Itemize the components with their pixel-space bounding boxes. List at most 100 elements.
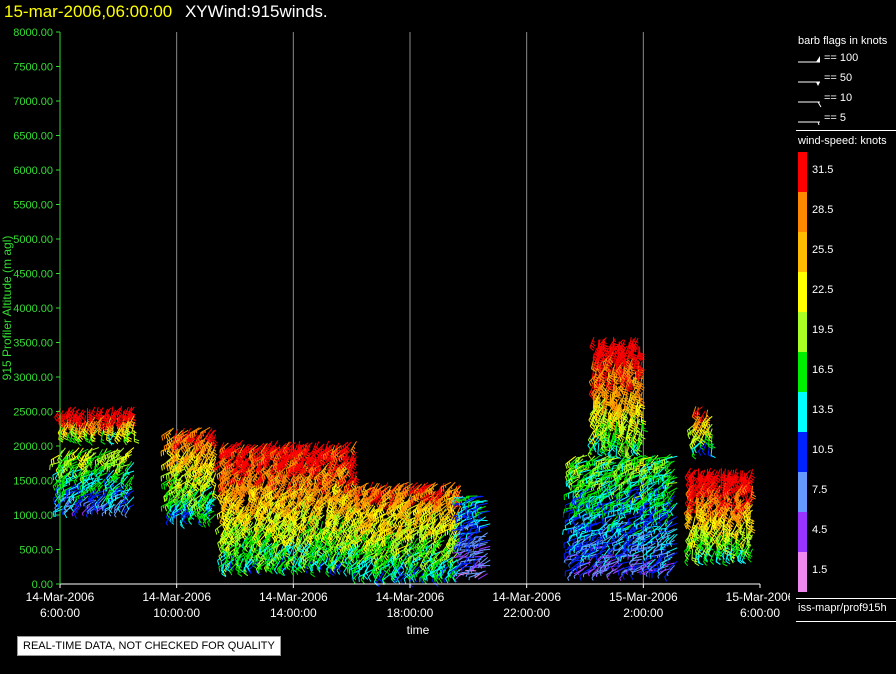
wind-barb-staff <box>189 427 200 434</box>
wind-barb-feather <box>79 497 82 503</box>
wind-barb-feather <box>163 434 166 440</box>
wind-barb-feather <box>72 453 76 459</box>
wind-barb-feather <box>107 412 111 418</box>
wind-barb-feather <box>106 417 112 421</box>
wind-barb-feather <box>108 503 111 509</box>
wind-barb-feather <box>65 416 69 421</box>
wind-barb-feather <box>114 439 119 444</box>
wind-barb-staff <box>61 471 70 481</box>
wind-barb-feather <box>57 504 61 510</box>
wind-barb-staff <box>80 466 89 475</box>
wind-barb-staff <box>88 447 100 452</box>
wind-barb-feather <box>186 471 189 477</box>
wind-barb-feather <box>116 415 121 421</box>
wind-barb-feather <box>86 487 88 493</box>
wind-barb-staff <box>116 405 123 417</box>
wind-barb-feather <box>334 542 337 546</box>
wind-barb-staff <box>57 492 66 502</box>
wind-barb-feather <box>121 428 125 432</box>
wind-barb-feather <box>105 414 110 420</box>
wind-barb-feather <box>222 516 225 522</box>
wind-barb-staff <box>107 463 119 468</box>
title-date: 15-mar-2006,06:00:00 <box>4 2 173 21</box>
wind-barb-feather <box>66 438 72 443</box>
wind-barb-feather <box>55 489 58 495</box>
wind-barb-feather <box>100 469 103 475</box>
wind-barb-feather <box>304 540 307 546</box>
wind-barb-staff <box>127 406 135 417</box>
wind-barb-feather <box>170 498 173 502</box>
wind-barb-feather <box>170 481 173 487</box>
wind-barb-staff <box>73 472 82 482</box>
wind-barb-feather <box>335 531 338 535</box>
wind-barb-feather <box>99 485 102 489</box>
wind-barb-feather <box>170 472 173 478</box>
wind-barb-feather <box>117 431 122 437</box>
wind-barb-feather <box>124 431 128 437</box>
wind-barb-feather <box>123 416 129 422</box>
wind-barb-feather <box>178 510 181 516</box>
wind-barb-feather <box>100 441 106 445</box>
wind-barb-feather <box>174 451 177 458</box>
wind-barb-feather <box>190 455 194 461</box>
wind-barb-feather <box>182 490 186 493</box>
wind-barb-staff <box>73 499 80 510</box>
wind-barb-feather <box>52 498 56 504</box>
wind-barb-staff <box>123 492 131 502</box>
wind-barb-feather <box>304 559 307 563</box>
wind-barb-feather <box>90 437 94 443</box>
wind-barb-feather <box>101 438 105 442</box>
wind-barb-feather <box>213 439 218 444</box>
wind-barb-feather <box>130 414 136 418</box>
wind-barb-feather <box>165 494 168 500</box>
wind-barb-feather <box>198 507 201 511</box>
wind-barb-staff <box>113 489 125 494</box>
wind-barb-feather <box>97 425 103 430</box>
wind-barb-feather <box>228 488 231 492</box>
wind-barb-feather <box>166 441 169 447</box>
wind-barb-feather <box>329 446 333 450</box>
wind-barb-staff <box>97 492 106 502</box>
wind-barb-feather <box>71 513 74 517</box>
wind-barb-feather <box>247 521 251 527</box>
wind-barb-feather <box>181 492 186 497</box>
wind-barb-staff <box>178 429 189 437</box>
wind-barb-feather <box>79 479 84 484</box>
wind-barb-feather <box>184 443 188 449</box>
wind-barb-feather <box>166 465 169 472</box>
wind-barb-feather <box>267 462 271 468</box>
wind-barb-feather <box>129 482 133 486</box>
wind-barb-staff <box>113 505 121 516</box>
wind-barb-feather <box>164 506 168 512</box>
wind-barb-feather <box>214 529 218 535</box>
wind-barb-feather <box>310 573 315 578</box>
wind-barb-feather <box>190 437 194 442</box>
wind-barb-feather <box>93 487 96 491</box>
wind-barb-feather <box>166 504 169 508</box>
wind-barb-feather <box>62 470 65 474</box>
wind-barb-feather <box>96 511 99 515</box>
wind-barb-feather <box>88 457 92 463</box>
wind-barb-feather <box>202 515 205 521</box>
wind-barb-feather <box>186 505 191 511</box>
wind-barb-feather <box>86 511 89 515</box>
wind-barb-feather <box>67 474 72 480</box>
wind-barb-feather <box>166 492 169 498</box>
wind-barb-feather <box>127 415 131 421</box>
wind-barb-feather <box>174 488 178 494</box>
wind-barb-staff <box>234 440 244 449</box>
wind-barb-staff <box>161 478 172 485</box>
wind-barb-feather <box>116 467 119 473</box>
wind-barb-feather <box>122 492 126 496</box>
wind-barb-staff <box>76 409 84 419</box>
wind-barb-feather <box>172 470 175 476</box>
wind-barb-feather <box>116 423 122 428</box>
wind-barb-feather <box>191 505 194 511</box>
wind-barb-feather <box>59 484 62 490</box>
wind-barb-feather <box>290 505 293 509</box>
wind-barb-feather <box>101 457 106 463</box>
wind-barb-feather <box>316 543 318 547</box>
wind-barb-staff <box>165 427 174 437</box>
wind-barb-feather <box>124 454 128 460</box>
wind-barb-feather <box>115 424 120 429</box>
